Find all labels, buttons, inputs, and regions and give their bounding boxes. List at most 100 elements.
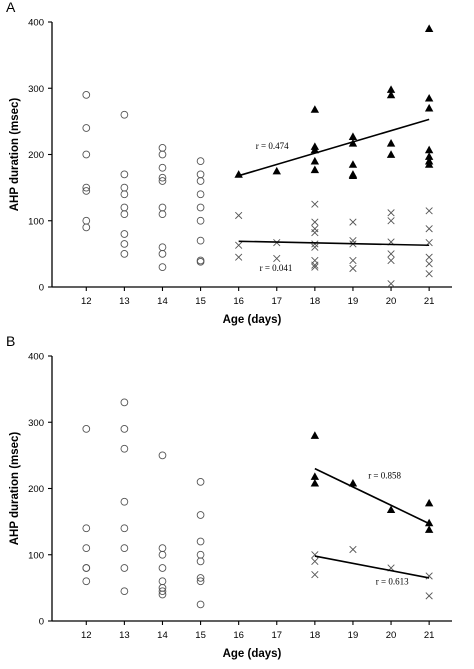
open-circle-marker [196,203,205,212]
x-tick-label: 12 [81,296,92,307]
cross-marker [311,243,319,251]
y-tick-label: 200 [28,484,44,495]
panel-b: B 0 100 200 300 400 12 13 14 15 16 17 18 19 20 21 Age (d… [6,333,452,660]
open-circle-marker [158,451,167,460]
open-circle-marker [82,124,91,132]
open-circle-marker [196,511,205,519]
cross-marker [311,200,319,208]
open-circle-marker [82,544,91,552]
open-circle-marker [158,250,167,258]
y-tick-label: 400 [28,352,44,363]
open-circle-marker [120,497,129,506]
open-circle-marker [120,210,129,218]
cross-marker [311,225,319,233]
y-tick-label: 400 [28,18,44,29]
y-axis-title: AHP duration (msec) [9,98,21,212]
open-circle-marker [120,110,129,119]
open-circle-marker [158,173,167,182]
open-circle-marker [120,203,129,212]
open-circle-marker [158,177,167,185]
cross-marker [425,253,433,261]
regression-line [238,118,430,177]
open-circle-marker [158,150,167,159]
filled-triangle-marker [348,479,358,487]
open-circle-marker [120,170,129,179]
cross-marker [387,256,395,265]
cross-marker [311,229,319,237]
open-circle-marker [82,187,91,195]
filled-triangle-marker [348,139,358,147]
open-circle-marker [82,577,91,586]
cross-marker [311,261,319,269]
regression-line [314,467,430,525]
x-tick-label: 14 [157,630,168,641]
cross-marker [311,240,319,248]
open-circle-marker [196,550,205,559]
open-circle-marker [158,263,167,271]
x-tick-label: 20 [386,630,397,641]
correlation-label: r = 0.613 [376,577,409,587]
x-axis-title: Age (days) [223,314,282,326]
open-circle-marker [158,144,167,152]
open-circle-marker [158,203,167,212]
open-circle-marker [196,478,205,486]
cross-marker [425,592,433,600]
cross-marker [311,557,319,565]
filled-triangle-marker [234,170,243,178]
cross-marker [349,218,357,226]
x-tick-label: 15 [195,630,206,641]
open-circle-marker [196,170,205,179]
x-tick-label: 18 [310,630,321,641]
x-axis-title: Age (days) [223,648,282,660]
open-circle-marker [82,425,91,433]
y-tick-label: 0 [39,617,44,628]
x-tick-label: 20 [386,296,397,307]
cross-marker [235,253,243,261]
panel-label: A [6,0,16,15]
y-tick-label: 300 [28,418,44,429]
filled-triangle-marker [310,105,320,113]
cross-marker [425,207,433,215]
open-circle-marker [82,150,91,159]
x-tick-label: 16 [233,296,244,307]
open-circle-marker [82,564,91,572]
cross-marker [349,264,357,273]
open-circle-marker [158,243,167,252]
open-circle-marker [82,216,91,225]
open-circle-marker [196,190,205,199]
x-tick-label: 13 [119,630,130,641]
open-circle-marker [196,557,205,566]
cross-marker [311,263,319,271]
filled-triangle-marker [386,150,396,158]
filled-triangle-marker [424,103,434,112]
cross-marker [235,211,243,220]
y-tick-label: 0 [39,283,44,294]
x-tick-label: 19 [348,296,359,307]
open-circle-marker [120,587,129,596]
cross-marker [349,545,357,554]
open-circle-marker [82,183,91,192]
open-circle-marker [120,398,129,407]
filled-triangle-marker [310,165,320,174]
cross-marker [349,256,357,265]
cross-marker [387,250,395,258]
cross-marker [311,571,319,579]
cross-marker [387,209,395,217]
regression-line [314,555,430,579]
y-tick-label: 100 [28,216,44,227]
correlation-label: r = 0.858 [368,471,401,481]
cross-marker [311,218,319,226]
correlation-label: r = 0.474 [256,141,289,151]
filled-triangle-marker [348,132,358,140]
filled-triangle-marker [310,156,320,165]
open-circle-marker [120,444,129,453]
open-circle-marker [82,524,91,533]
open-circle-marker [120,190,129,199]
filled-triangle-marker [310,431,320,439]
open-circle-marker [158,577,167,586]
open-circle-marker [120,524,129,533]
open-circle-marker [196,216,205,225]
correlation-label: r = 0.041 [260,263,293,273]
open-circle-marker [82,223,91,232]
y-tick-label: 100 [28,550,44,561]
